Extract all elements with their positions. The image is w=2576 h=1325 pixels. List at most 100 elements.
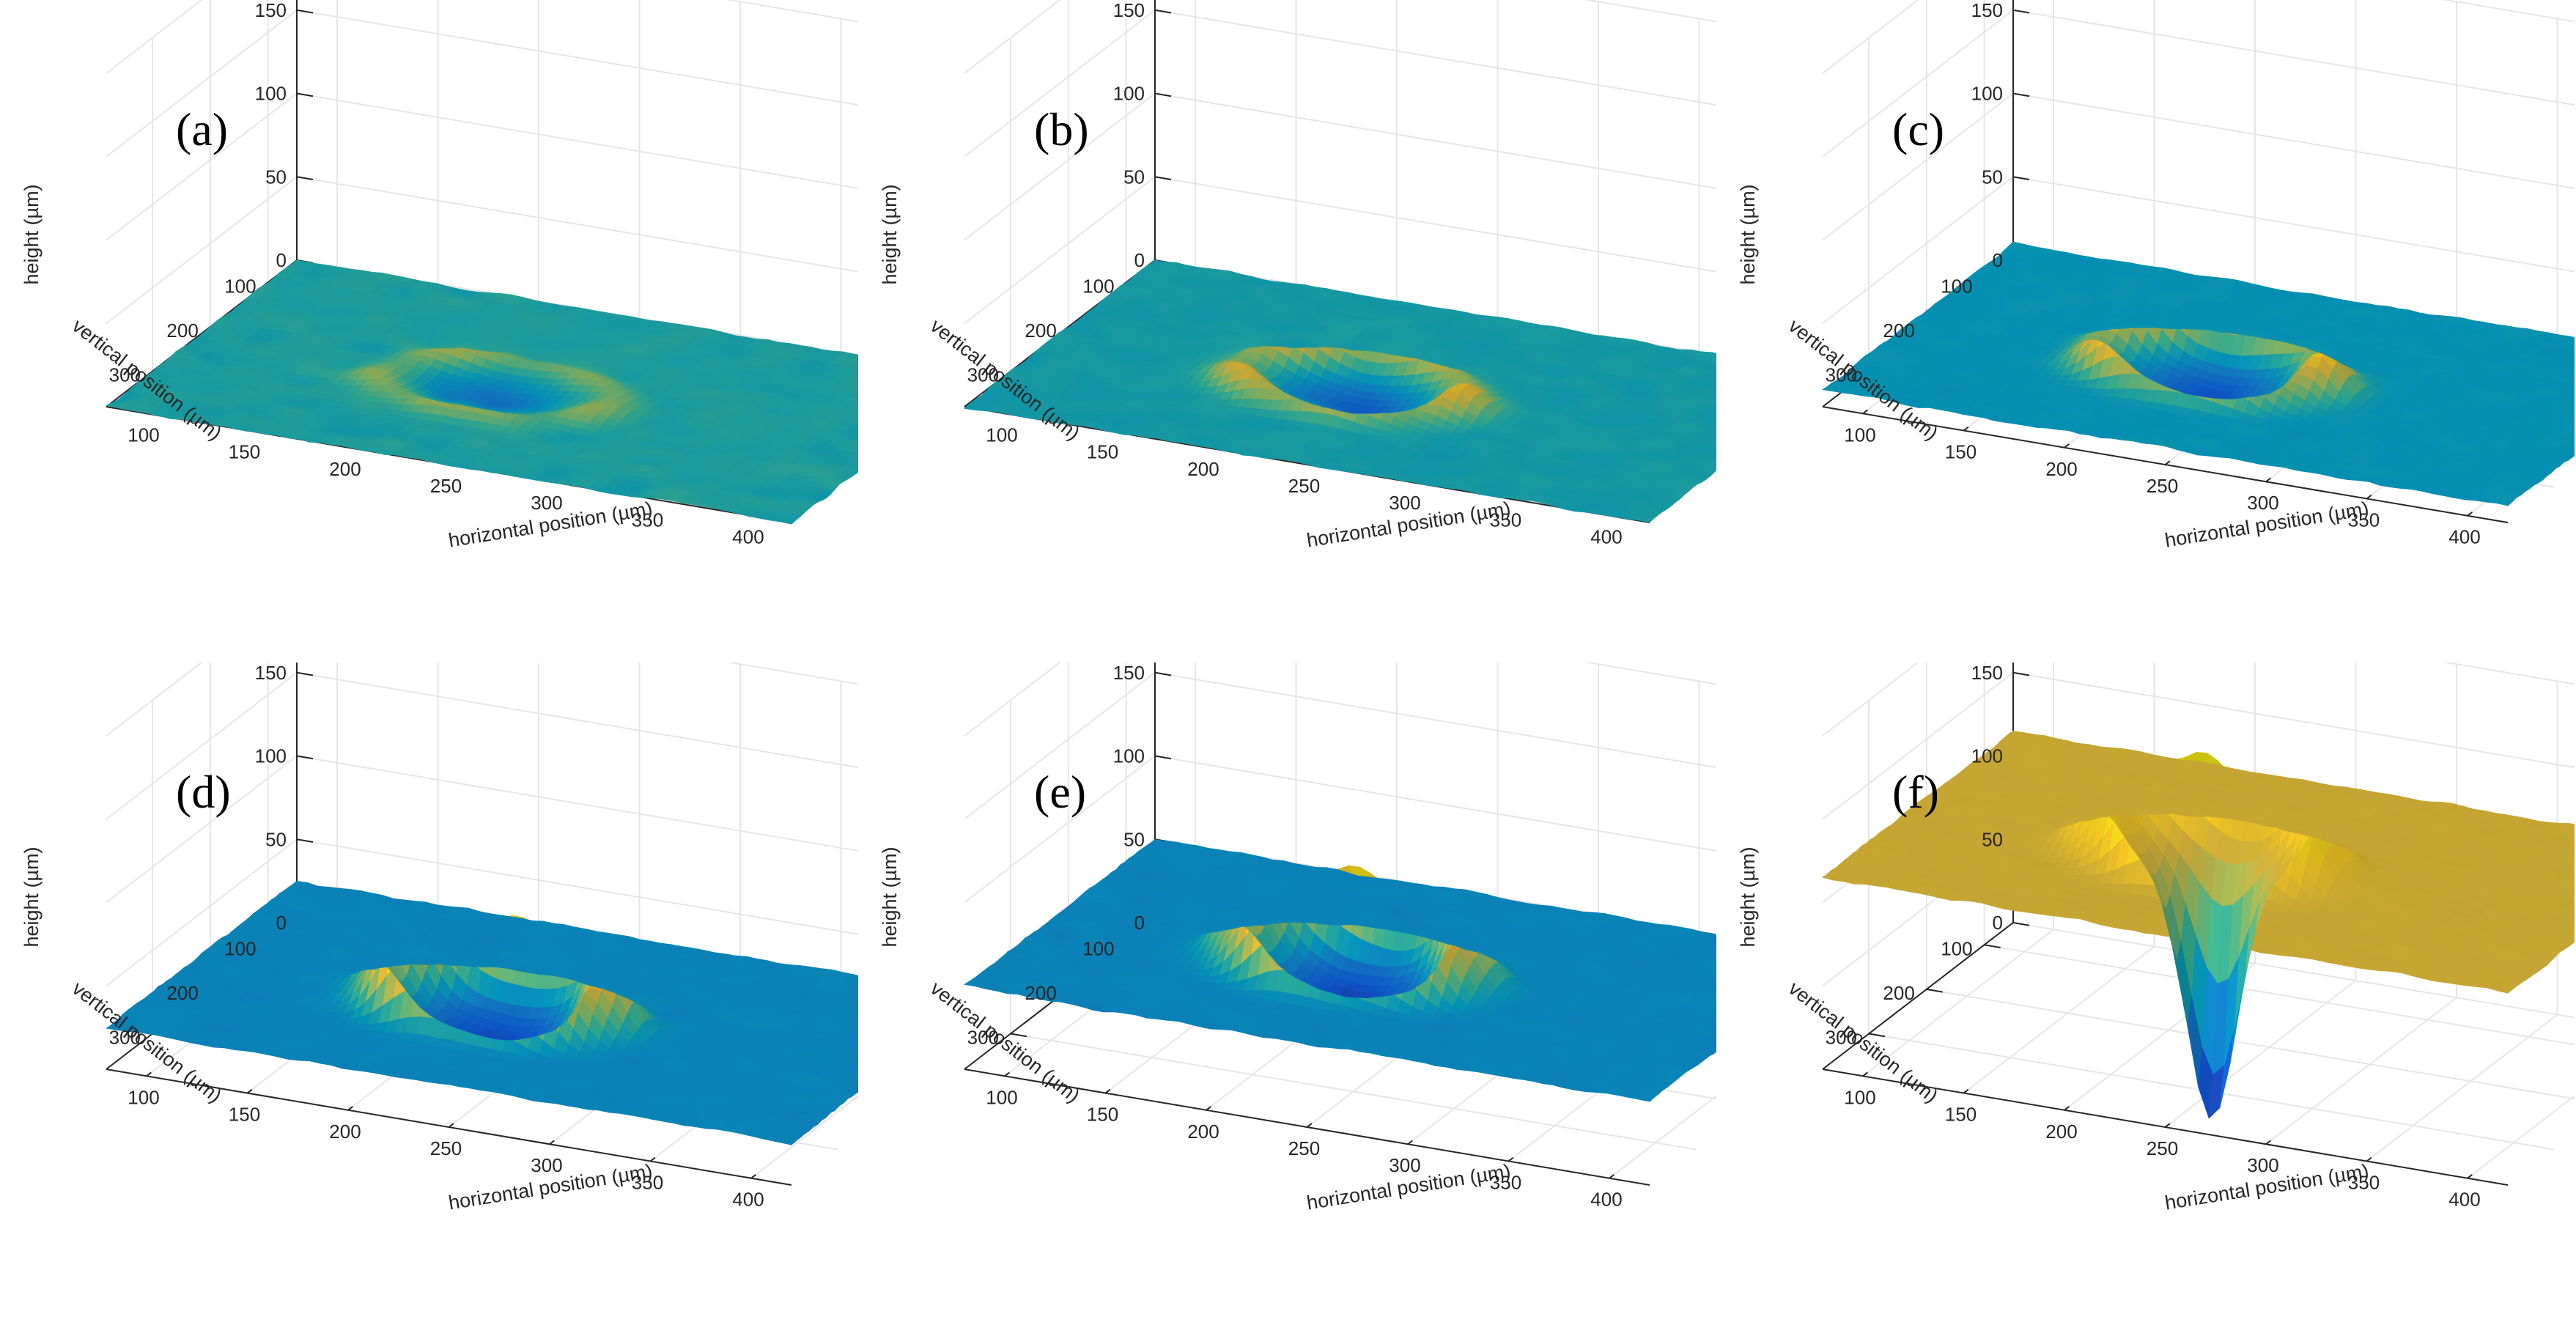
z-tick-label: 50 [1982, 166, 2003, 188]
tick-labels: 0501001502001001502002503003504001002003… [109, 662, 764, 1211]
z-axis-label: height (µm) [1737, 846, 1759, 947]
x-tick-label: 350 [2348, 1171, 2380, 1193]
x-tick-label: 350 [1490, 509, 1521, 531]
x-tick-label: 250 [2147, 1137, 2178, 1159]
x-tick-label: 300 [2247, 492, 2278, 514]
y-tick-label: 200 [166, 982, 198, 1004]
y-tick-label: 200 [1025, 982, 1056, 1004]
tick-labels: 0501001502001001502002503003504001002003… [967, 0, 1623, 548]
x-tick-label: 350 [632, 1171, 663, 1193]
z-tick-label: 50 [265, 166, 287, 188]
y-tick-label: 100 [1941, 275, 1972, 297]
z-tick-label: 0 [1134, 249, 1145, 271]
x-tick-label: 150 [1087, 1104, 1118, 1126]
x-tick-label: 300 [531, 1154, 562, 1176]
y-tick-label: 100 [224, 937, 256, 959]
surface-mesh [963, 839, 1716, 1102]
y-tick-label: 300 [1826, 364, 1857, 386]
z-tick-label: 150 [255, 662, 287, 684]
surface-mesh [105, 259, 858, 525]
panel-label: (c) [1892, 103, 1944, 155]
z-tick-label: 0 [1993, 912, 2003, 934]
z-axis-label: height (µm) [1737, 184, 1759, 284]
chart-panel-f: 0501001502001001502002503003504001002003… [1716, 662, 2575, 1325]
x-tick-label: 150 [1087, 441, 1118, 463]
x-tick-label: 300 [2247, 1154, 2278, 1176]
x-tick-label: 300 [531, 492, 562, 514]
x-tick-label: 350 [1490, 1171, 1521, 1193]
x-tick-label: 250 [1288, 1137, 1320, 1159]
x-tick-label: 250 [430, 1137, 462, 1159]
z-axis-label: height (µm) [21, 846, 43, 947]
z-tick-label: 100 [1971, 745, 2003, 767]
z-tick-label: 150 [255, 0, 287, 21]
panel-label: (f) [1892, 766, 1939, 818]
z-tick-label: 100 [255, 83, 287, 105]
z-tick-label: 150 [1113, 0, 1145, 21]
y-tick-label: 200 [1883, 982, 1914, 1004]
z-tick-label: 100 [1113, 745, 1145, 767]
y-tick-label: 300 [109, 364, 141, 386]
surface-plot-c: 0501001502001001502002503003504001002003… [1737, 0, 2575, 552]
surface-plot-d: 0501001502001001502002503003504001002003… [21, 662, 858, 1214]
x-tick-label: 400 [1590, 1189, 1622, 1211]
z-tick-label: 150 [1113, 662, 1145, 684]
z-tick-label: 100 [255, 745, 287, 767]
surface-plot-a: 0501001502001001502002503003504001002003… [21, 0, 858, 552]
y-tick-label: 200 [166, 320, 198, 342]
panel-label: (d) [176, 766, 231, 818]
x-tick-label: 100 [986, 424, 1017, 446]
x-tick-label: 150 [1945, 1104, 1977, 1126]
x-tick-label: 300 [1389, 1154, 1420, 1176]
x-tick-label: 100 [128, 1086, 159, 1108]
surface-plot-f: 0501001502001001502002503003504001002003… [1737, 662, 2575, 1214]
panel-label: (a) [176, 103, 228, 155]
z-tick-label: 100 [1113, 83, 1145, 105]
y-tick-label: 200 [1883, 320, 1914, 342]
z-tick-label: 0 [276, 912, 287, 934]
z-tick-label: 100 [1971, 83, 2003, 105]
x-tick-label: 400 [2448, 1189, 2480, 1211]
chart-panel-c: 0501001502001001502002503003504001002003… [1716, 0, 2575, 662]
x-tick-label: 100 [1844, 424, 1875, 446]
x-tick-label: 100 [986, 1086, 1017, 1108]
surface-mesh [1821, 241, 2575, 506]
x-tick-label: 250 [430, 475, 462, 497]
x-tick-label: 400 [732, 1189, 764, 1211]
z-tick-label: 150 [1971, 0, 2003, 21]
z-tick-label: 50 [265, 828, 287, 850]
x-tick-label: 200 [329, 458, 361, 480]
x-tick-label: 200 [1187, 458, 1219, 480]
surface-plot-b: 0501001502001001502002503003504001002003… [879, 0, 1716, 552]
x-tick-label: 200 [329, 1121, 361, 1143]
tick-labels: 0501001502001001502002503003504001002003… [1826, 662, 2481, 1211]
x-tick-label: 400 [2448, 526, 2480, 548]
y-tick-label: 100 [1082, 275, 1114, 297]
z-axis-label: height (µm) [879, 184, 901, 284]
y-tick-label: 100 [1941, 937, 1972, 959]
x-tick-label: 200 [2045, 458, 2077, 480]
surface-mesh [964, 259, 1716, 523]
z-tick-label: 0 [1134, 912, 1145, 934]
x-tick-label: 150 [1945, 441, 1977, 463]
chart-panel-b: 0501001502001001502002503003504001002003… [858, 0, 1716, 662]
surface-mesh [105, 880, 858, 1145]
chart-panel-a: 0501001502001001502002503003504001002003… [0, 0, 858, 662]
tick-labels: 0501001502001001502002503003504001002003… [1826, 0, 2481, 548]
x-tick-label: 350 [2348, 509, 2380, 531]
x-tick-label: 150 [229, 1104, 260, 1126]
z-tick-label: 150 [1971, 662, 2003, 684]
z-tick-label: 50 [1123, 828, 1145, 850]
y-tick-label: 100 [1082, 937, 1114, 959]
z-tick-label: 0 [276, 249, 287, 271]
chart-panel-d: 0501001502001001502002503003504001002003… [0, 662, 858, 1325]
y-tick-label: 300 [967, 364, 999, 386]
panel-label: (b) [1034, 103, 1089, 155]
z-tick-label: 50 [1123, 166, 1145, 188]
y-tick-label: 300 [109, 1027, 141, 1049]
surface-mesh [1822, 731, 2575, 1119]
tick-labels: 0501001502001001502002503003504001002003… [967, 662, 1623, 1211]
x-tick-label: 250 [2147, 475, 2178, 497]
y-tick-label: 200 [1025, 320, 1056, 342]
